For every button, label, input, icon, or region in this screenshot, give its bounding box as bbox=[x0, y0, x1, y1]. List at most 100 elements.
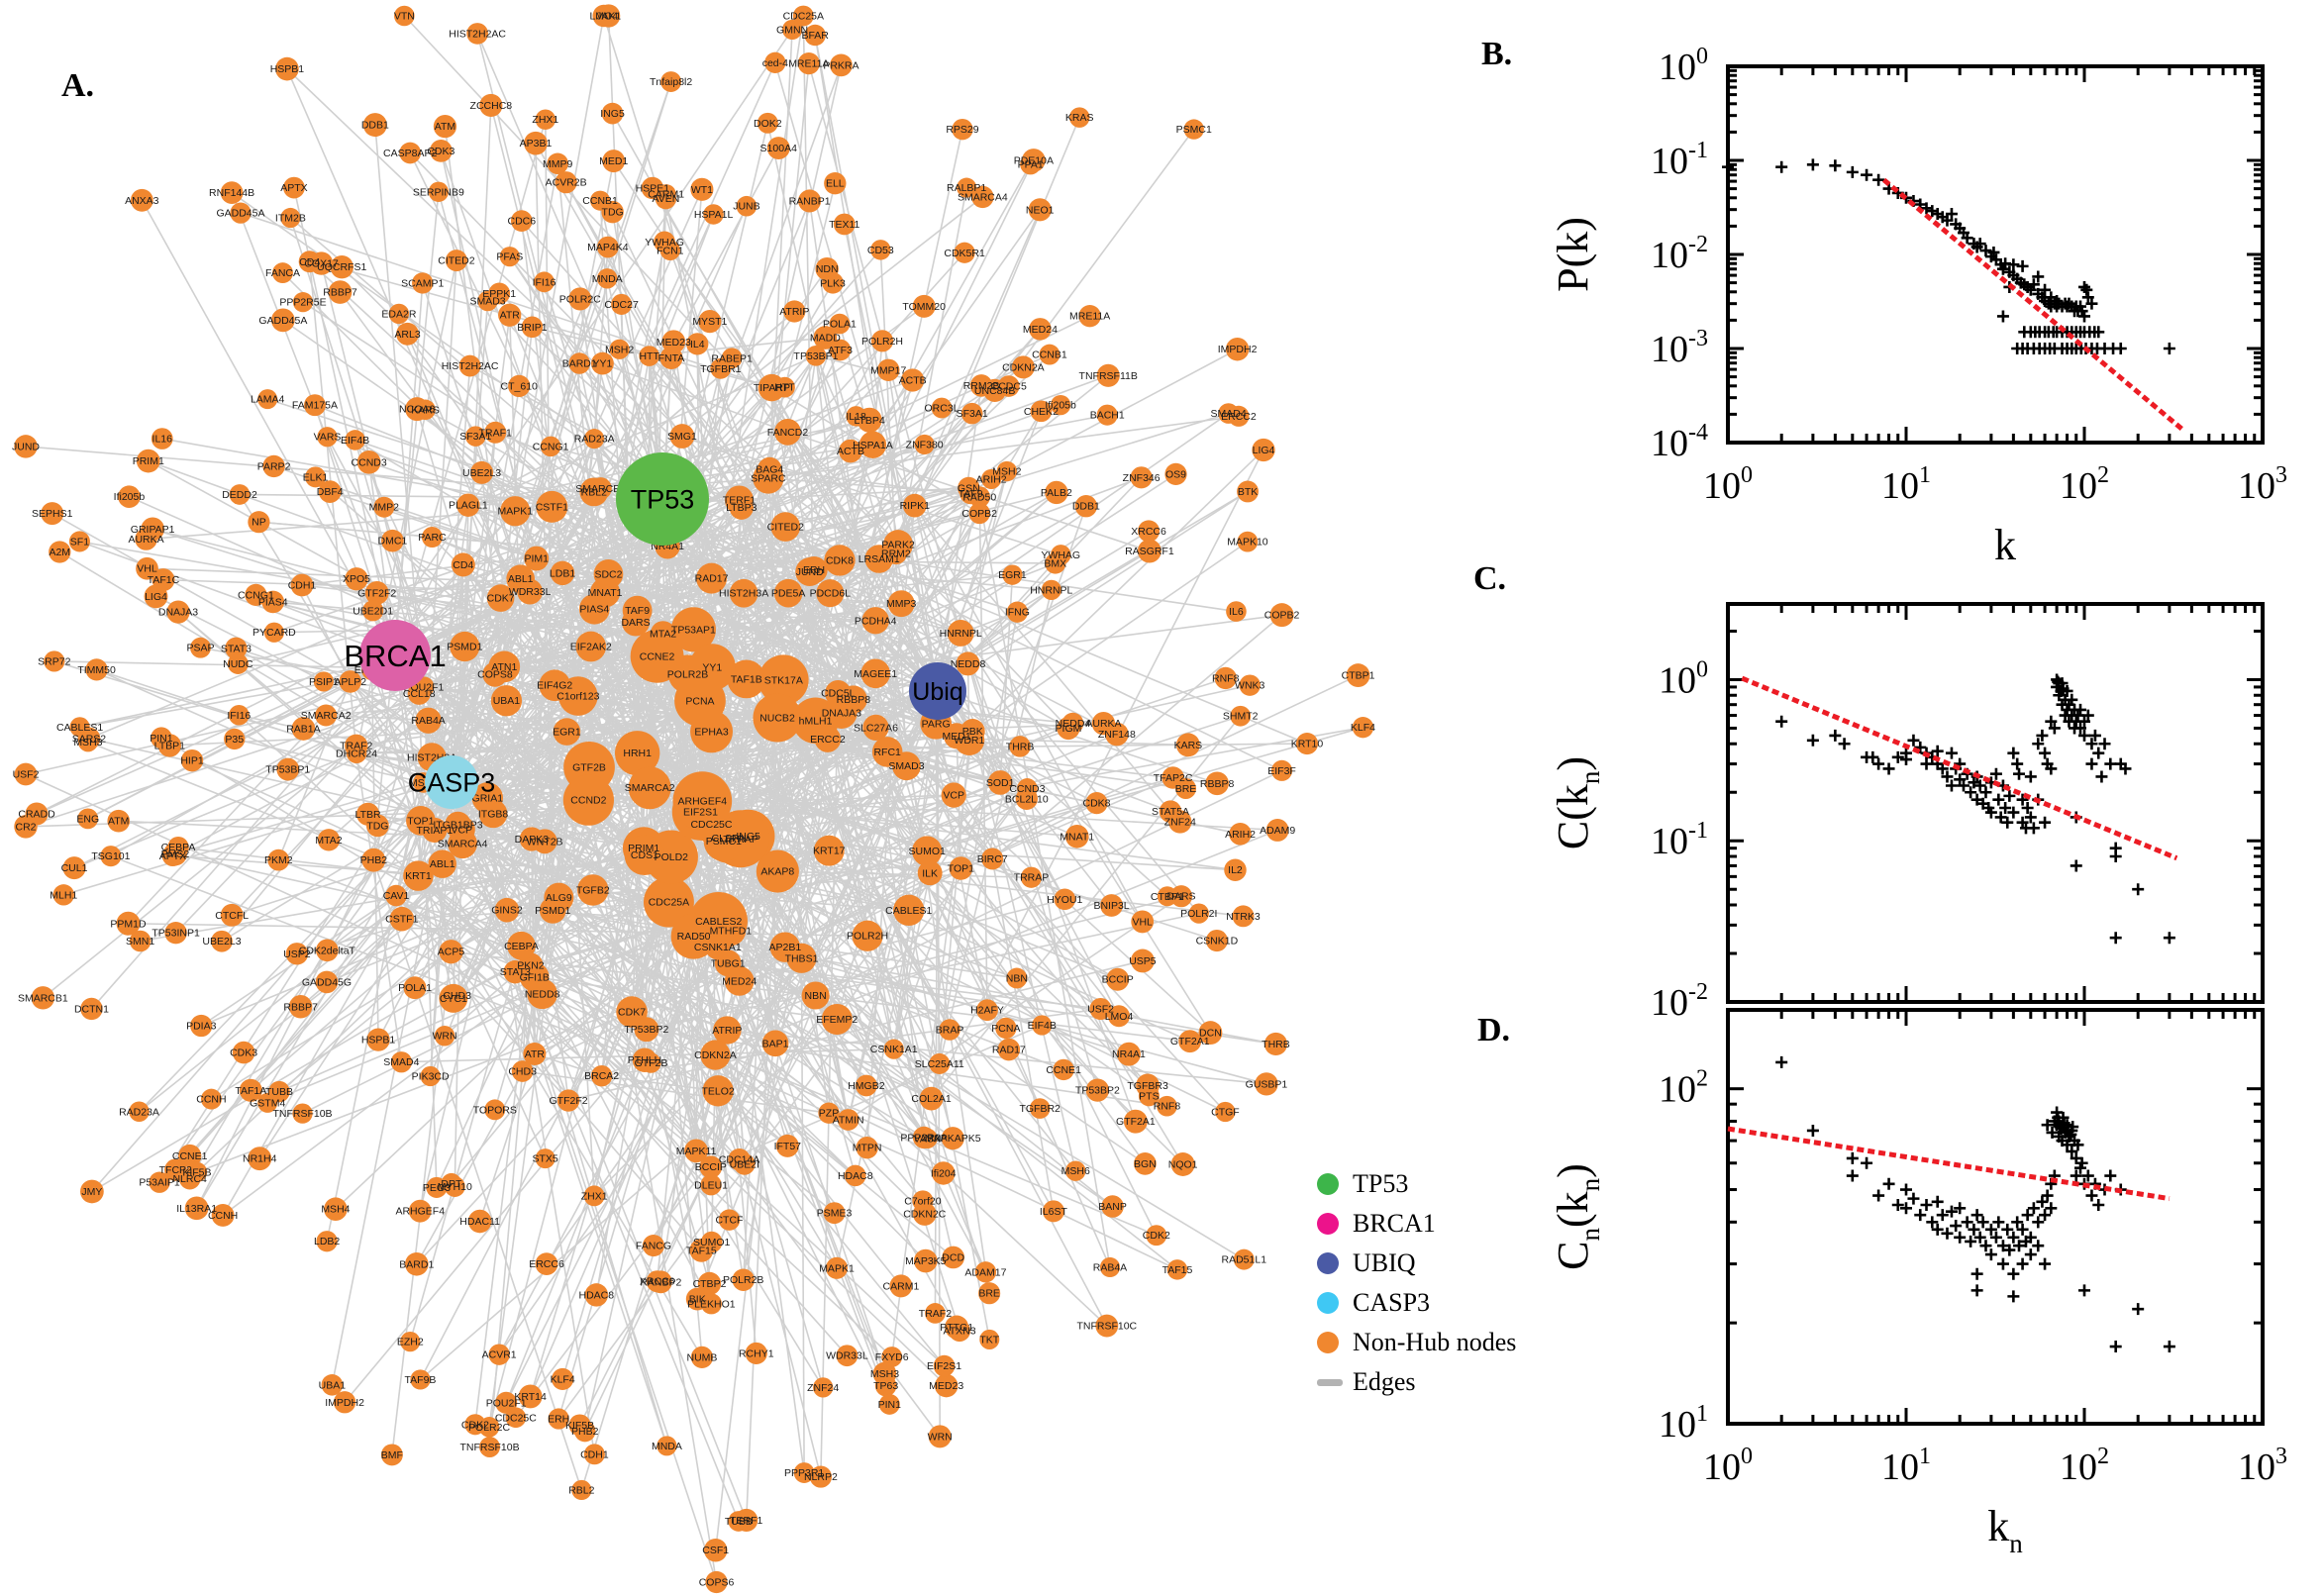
network-node bbox=[362, 113, 387, 138]
network-node bbox=[713, 1016, 742, 1045]
network-node bbox=[858, 431, 887, 458]
node-label: SMARCB1 bbox=[575, 483, 626, 495]
node-label: PIK3CD bbox=[412, 1070, 450, 1082]
network-node bbox=[305, 466, 327, 488]
network-node bbox=[494, 897, 520, 923]
network-node bbox=[433, 115, 457, 139]
node-label: ATRIP bbox=[779, 306, 809, 318]
network-node bbox=[523, 1042, 547, 1065]
node-label: CABLES2 bbox=[695, 916, 742, 928]
network-node bbox=[180, 748, 204, 772]
network-node bbox=[823, 1202, 846, 1225]
network-node bbox=[521, 316, 544, 339]
node-label: JUNB bbox=[733, 201, 759, 213]
network-node bbox=[31, 986, 55, 1010]
node-label: AKAP8 bbox=[760, 866, 794, 878]
network-node bbox=[642, 1235, 665, 1257]
network-node bbox=[1041, 579, 1061, 601]
network-node bbox=[568, 287, 592, 311]
network-node bbox=[1011, 355, 1035, 379]
y-tick-label: 100 bbox=[1659, 44, 1708, 88]
network-node bbox=[456, 493, 480, 517]
node-label: SF1 bbox=[70, 536, 89, 548]
network-node bbox=[524, 546, 550, 571]
node-label: CD53 bbox=[867, 245, 894, 256]
node-label: IFT57 bbox=[774, 1141, 802, 1152]
network-node bbox=[954, 242, 975, 263]
network-node bbox=[690, 177, 714, 201]
network-node bbox=[883, 1039, 904, 1059]
node-label: PRIM1 bbox=[133, 455, 164, 467]
node-label: GTF2F2 bbox=[550, 1095, 588, 1107]
node-label: SF3A1 bbox=[459, 431, 491, 443]
node-label: RBBP7 bbox=[283, 1001, 318, 1013]
network-node bbox=[724, 965, 755, 996]
node-label: MED1 bbox=[599, 155, 628, 167]
node-label: Ifi205b bbox=[114, 491, 146, 503]
network-node bbox=[928, 1425, 952, 1448]
node-label: CDKN2A bbox=[694, 1049, 737, 1061]
node-label: SMARCA2 bbox=[301, 710, 352, 722]
network-node bbox=[1064, 824, 1089, 848]
legend-item-edges: Edges bbox=[1317, 1362, 1516, 1402]
node-label: APTX bbox=[280, 182, 307, 194]
network-node bbox=[1265, 819, 1289, 842]
node-label: ALG9 bbox=[546, 892, 572, 904]
node-label: TOMM20 bbox=[902, 301, 946, 313]
node-label: CCNE2 bbox=[640, 650, 675, 662]
node-label: IL6ST bbox=[1040, 1206, 1068, 1218]
network-node bbox=[316, 1231, 338, 1252]
network-node bbox=[960, 482, 982, 505]
node-label: GSN bbox=[958, 482, 980, 494]
network-node bbox=[1157, 1095, 1177, 1117]
network-node bbox=[1295, 733, 1319, 755]
network-node bbox=[957, 177, 977, 198]
node-label: DARS bbox=[1166, 891, 1195, 903]
network-node bbox=[809, 1465, 833, 1488]
node-label: PPP3R1 bbox=[784, 1467, 824, 1479]
network-node bbox=[718, 1209, 741, 1231]
network-node bbox=[429, 140, 453, 162]
network-node bbox=[1095, 1314, 1119, 1338]
network-node bbox=[211, 930, 233, 952]
network-node bbox=[466, 23, 488, 45]
network-node bbox=[25, 802, 49, 826]
node-label: WDR33L bbox=[826, 1350, 868, 1362]
node-label: CSNK1D bbox=[1196, 936, 1239, 948]
node-label: RBBP8 bbox=[837, 694, 871, 706]
node-label: Ifi204 bbox=[931, 1167, 957, 1179]
node-label: CITED2 bbox=[438, 255, 475, 267]
scatter-points bbox=[1775, 1055, 2175, 1353]
network-node bbox=[498, 303, 522, 327]
node-label: DEDD2 bbox=[222, 489, 257, 501]
network-node bbox=[1239, 674, 1261, 696]
network-node bbox=[540, 436, 561, 457]
network-node bbox=[1006, 601, 1029, 623]
node-label: NQO1 bbox=[1168, 1159, 1198, 1171]
network-node bbox=[152, 568, 175, 592]
node-label: ARHGEF4 bbox=[678, 796, 728, 808]
node-color-swatch bbox=[1317, 1332, 1339, 1353]
network-node bbox=[136, 556, 158, 580]
network-node bbox=[339, 670, 361, 693]
network-node bbox=[721, 348, 743, 369]
node-label: TDG bbox=[602, 207, 624, 219]
node-label: TAF15 bbox=[1162, 1264, 1193, 1276]
node-label: OS9 bbox=[1165, 468, 1186, 480]
hub-ubiq bbox=[909, 662, 966, 720]
node-label: CHD3 bbox=[508, 1066, 537, 1078]
node-label: CEBPA bbox=[504, 941, 539, 952]
node-label: NR1H4 bbox=[243, 1153, 277, 1165]
network-node bbox=[715, 915, 747, 947]
network-node bbox=[931, 397, 953, 419]
node-label: MNDA bbox=[592, 273, 623, 285]
network-node bbox=[797, 52, 820, 75]
node-label: CARM1 bbox=[883, 1280, 920, 1292]
network-node bbox=[974, 1261, 997, 1283]
network-node bbox=[1105, 722, 1129, 747]
node-label: CDK7 bbox=[618, 1007, 646, 1019]
node-label: PCNA bbox=[685, 695, 714, 707]
network-node bbox=[239, 1078, 262, 1102]
y-tick-label: 10-2 bbox=[1651, 979, 1708, 1024]
network-node bbox=[495, 1391, 518, 1414]
